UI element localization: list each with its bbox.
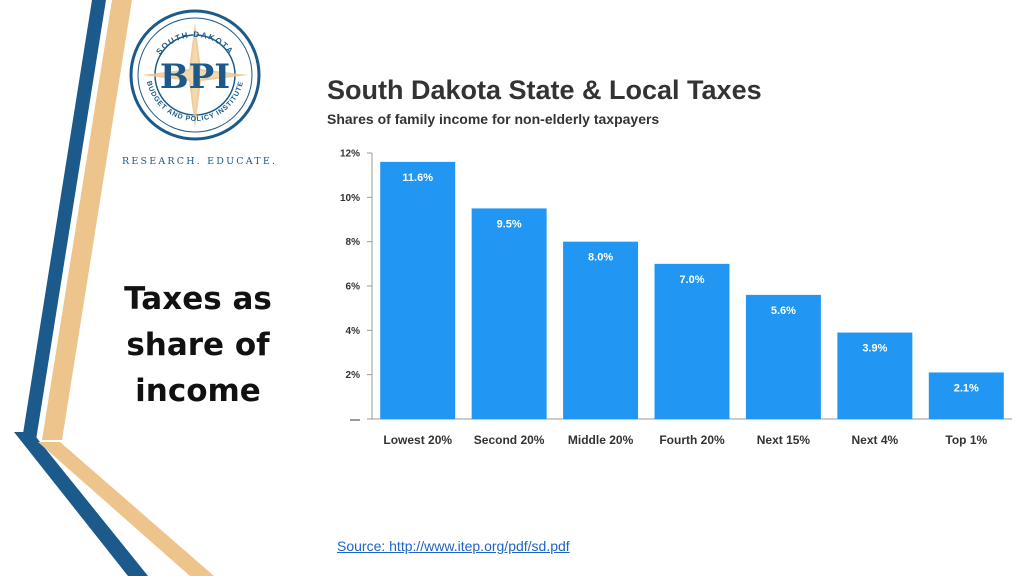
chart-subtitle: Shares of family income for non-elderly … [327, 111, 659, 127]
bar [380, 161, 456, 419]
y-tick-label: 12% [340, 149, 360, 160]
bar-value-label: 8.0% [588, 252, 613, 264]
bar [471, 208, 547, 419]
source-link[interactable]: Source: http://www.itep.org/pdf/sd.pdf [337, 538, 570, 554]
bar [837, 332, 913, 419]
bar-value-label: 5.6% [771, 305, 796, 317]
tan-stripe-lower [38, 442, 214, 576]
slide-title-line: share of [126, 327, 270, 363]
bar-value-label: 3.9% [862, 343, 887, 355]
x-category-label: Lowest 20% [383, 433, 452, 447]
y-tick-label: 4% [346, 326, 361, 337]
x-category-label: Next 4% [852, 433, 899, 447]
bar [563, 241, 639, 419]
x-category-label: Top 1% [945, 433, 987, 447]
tax-share-bar-chart: South Dakota State & Local Taxes Shares o… [327, 75, 1012, 447]
slide-title: Taxes as share of income [110, 276, 286, 414]
bar [745, 294, 821, 419]
bpi-logo: SOUTH DAKOTA BUDGET AND POLICY INSTITUTE… [129, 9, 261, 141]
x-category-label: Fourth 20% [659, 433, 725, 447]
x-category-label: Next 15% [757, 433, 811, 447]
bar-value-label: 2.1% [954, 382, 979, 394]
y-tick-label: 2% [346, 370, 361, 381]
y-tick-label: 8% [346, 237, 361, 248]
y-tick-label: 10% [340, 193, 360, 204]
logo-initials: BPI [160, 57, 230, 97]
bar-value-label: 11.6% [402, 172, 433, 184]
bar [928, 372, 1004, 419]
tan-stripe [42, 0, 132, 440]
chart-title: South Dakota State & Local Taxes [327, 75, 762, 105]
slide-title-line: Taxes as [124, 281, 272, 317]
logo-tagline: RESEARCH. EDUCATE. [122, 156, 278, 167]
slide-title-line: income [135, 373, 261, 409]
decorative-stripes [14, 0, 214, 576]
y-tick-label: 6% [346, 282, 361, 293]
x-category-label: Middle 20% [568, 433, 634, 447]
y-tick-label: — [350, 415, 360, 426]
x-category-label: Second 20% [474, 433, 545, 447]
navy-stripe-lower [14, 432, 148, 576]
bar-value-label: 7.0% [679, 274, 704, 286]
navy-stripe [22, 0, 106, 440]
bar [654, 263, 730, 419]
bar-value-label: 9.5% [497, 218, 522, 230]
